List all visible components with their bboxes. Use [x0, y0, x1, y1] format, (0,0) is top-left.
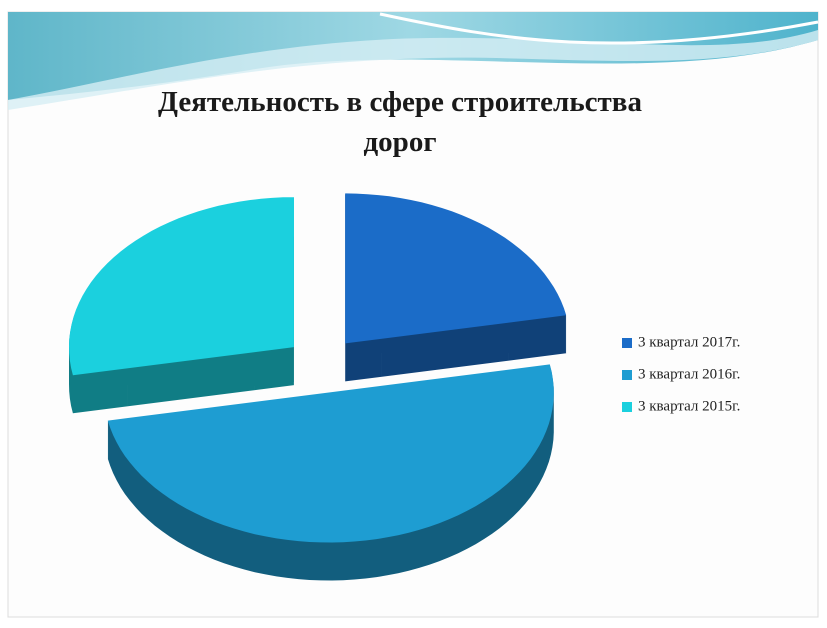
- legend-label: 3 квартал 2015г.: [638, 398, 740, 414]
- legend-swatch: [622, 338, 632, 348]
- pie-slice: [345, 193, 567, 344]
- legend-swatch: [622, 370, 632, 380]
- legend-label: 3 квартал 2016г.: [638, 366, 740, 382]
- pie-slice: [69, 197, 294, 376]
- header-wave-light: [8, 30, 818, 110]
- legend-label: 3 квартал 2017г.: [638, 334, 740, 350]
- chart-title: Деятельность в сфере строительства дорог: [158, 86, 642, 158]
- pie-slice: [107, 364, 554, 543]
- legend-swatch: [622, 402, 632, 412]
- header-wave-line: [379, 12, 819, 45]
